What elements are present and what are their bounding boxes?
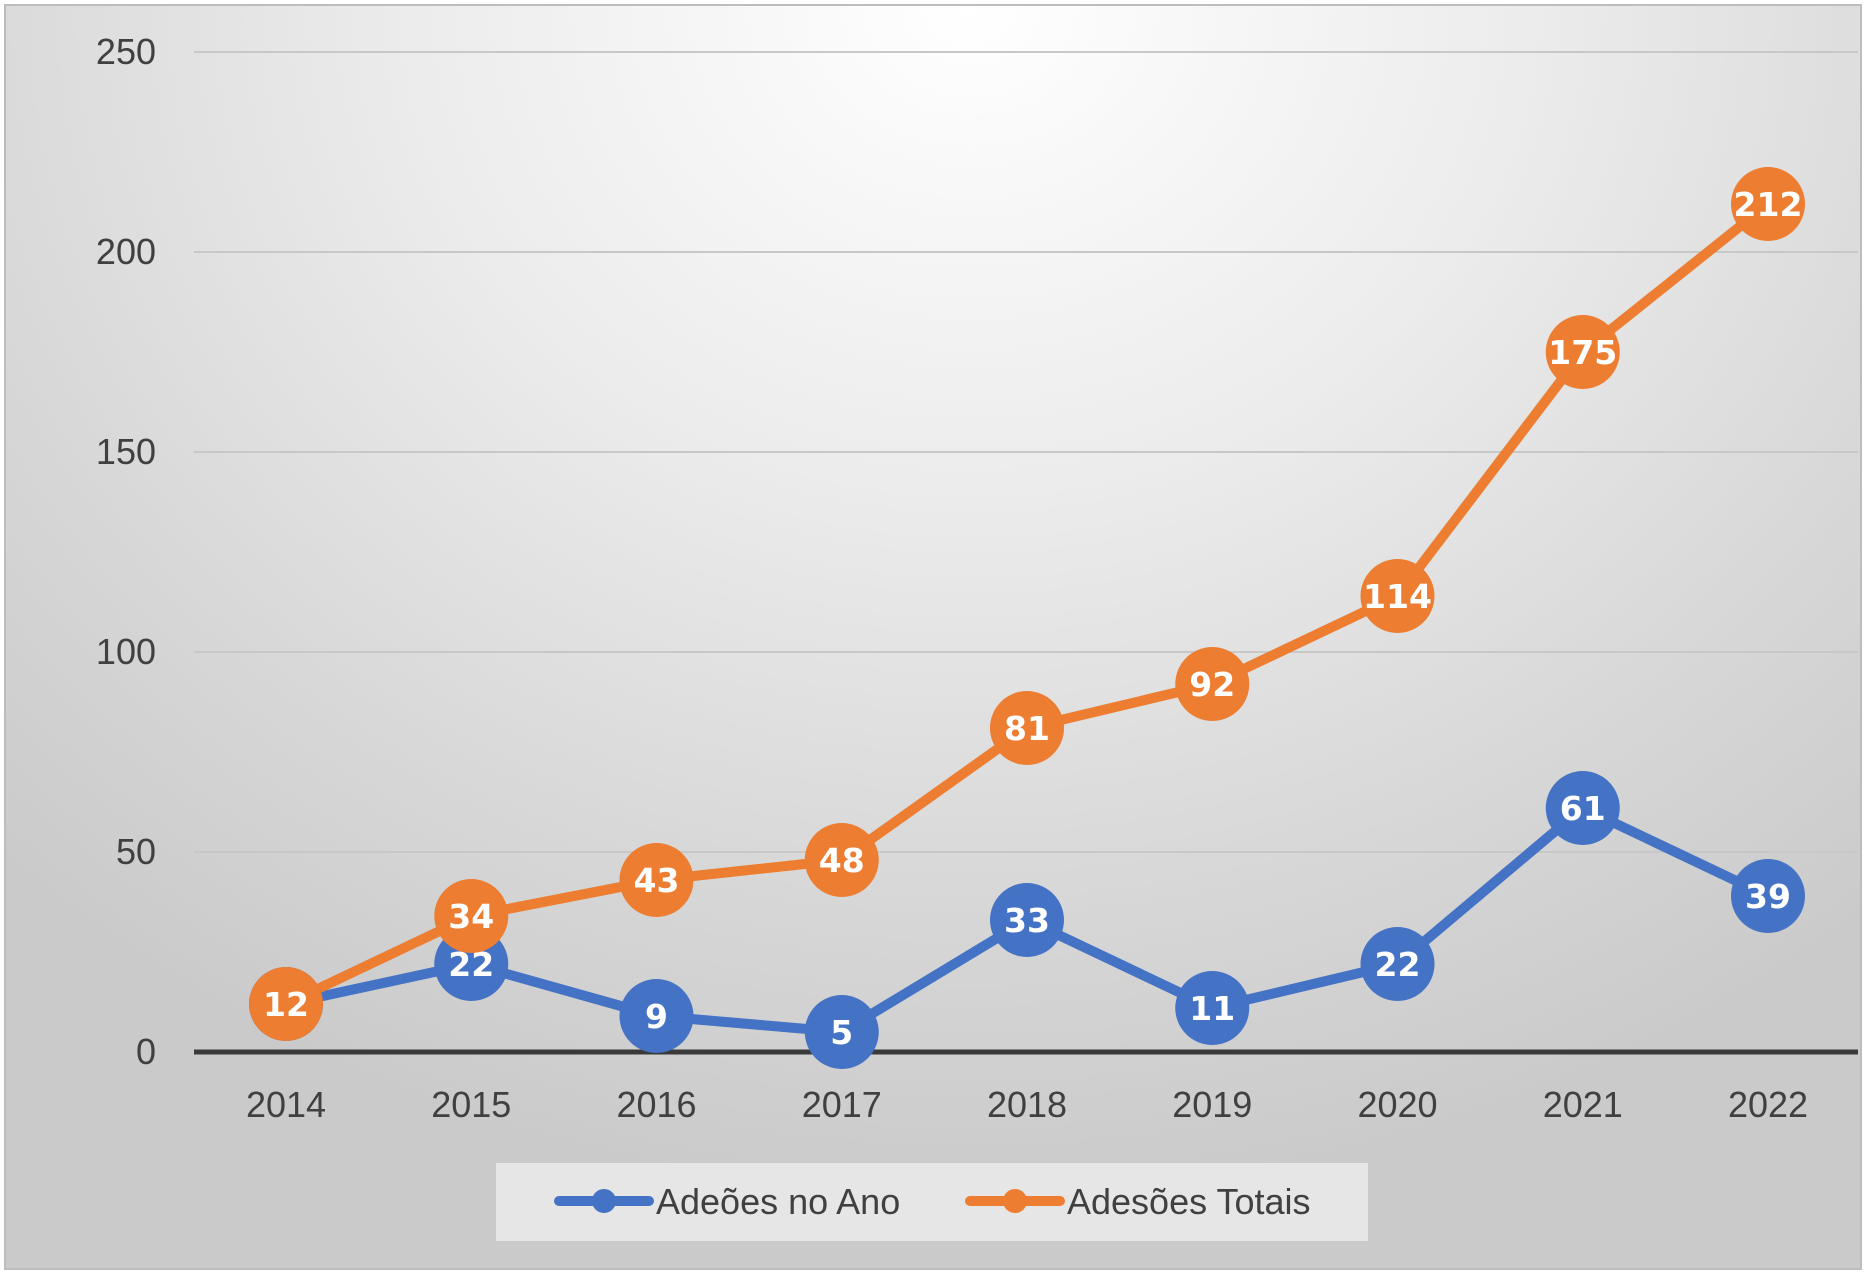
data-label-series-1: 61 (1560, 789, 1606, 828)
x-tick-label: 2015 (431, 1084, 511, 1125)
chart-frame (4, 4, 1862, 1270)
x-tick-label: 2021 (1543, 1084, 1623, 1125)
y-tick-label: 100 (96, 631, 156, 672)
data-label-series-1: 39 (1745, 877, 1791, 916)
data-point-series-2 (434, 879, 509, 953)
data-point-series-1 (1360, 927, 1435, 1001)
y-tick-label: 150 (96, 431, 156, 472)
y-tick-label: 0 (136, 1031, 156, 1072)
data-point-series-2 (1360, 559, 1435, 633)
data-point-series-2 (1731, 167, 1805, 241)
y-tick-label: 50 (116, 831, 156, 872)
x-tick-label: 2016 (616, 1084, 696, 1125)
data-label-series-1: 22 (1375, 945, 1421, 984)
data-point-series-1 (990, 883, 1064, 957)
legend-marker-series-1 (592, 1189, 616, 1213)
data-label-series-1: 11 (1189, 989, 1235, 1028)
y-tick-label: 250 (96, 31, 156, 72)
data-point-series-2 (990, 691, 1064, 765)
legend-marker-series-2 (1003, 1189, 1027, 1213)
x-tick-label: 2020 (1357, 1084, 1437, 1125)
data-point-series-2 (619, 843, 694, 917)
data-label-series-2: 114 (1363, 577, 1432, 616)
data-point-series-1 (1175, 971, 1250, 1045)
data-label-series-2: 48 (819, 841, 865, 880)
data-label-series-2: 92 (1189, 665, 1235, 704)
data-point-series-2 (1175, 647, 1250, 721)
data-label-series-2: 12 (263, 985, 309, 1024)
data-point-series-1 (1545, 771, 1620, 845)
data-label-series-2: 43 (634, 861, 680, 900)
x-tick-label: 2019 (1172, 1084, 1252, 1125)
data-point-series-2 (804, 823, 879, 897)
data-label-series-1: 33 (1004, 901, 1050, 940)
data-label-series-2: 34 (448, 897, 494, 936)
data-point-series-1 (619, 979, 694, 1053)
legend-label-series-1: Adeões no Ano (656, 1181, 900, 1222)
data-point-series-2 (249, 967, 323, 1041)
y-tick-label: 200 (96, 231, 156, 272)
legend-label-series-2: Adesões Totais (1067, 1181, 1311, 1222)
data-point-series-1 (804, 995, 879, 1069)
data-point-series-1 (1731, 859, 1805, 933)
data-label-series-2: 175 (1548, 333, 1617, 372)
data-label-series-1: 9 (645, 997, 668, 1036)
data-label-series-2: 212 (1734, 185, 1803, 224)
x-tick-label: 2018 (987, 1084, 1067, 1125)
x-tick-label: 2014 (246, 1084, 326, 1125)
data-label-series-2: 81 (1004, 709, 1050, 748)
x-tick-label: 2022 (1728, 1084, 1808, 1125)
data-label-series-1: 5 (830, 1013, 853, 1052)
data-point-series-2 (1545, 315, 1620, 389)
x-tick-label: 2017 (802, 1084, 882, 1125)
